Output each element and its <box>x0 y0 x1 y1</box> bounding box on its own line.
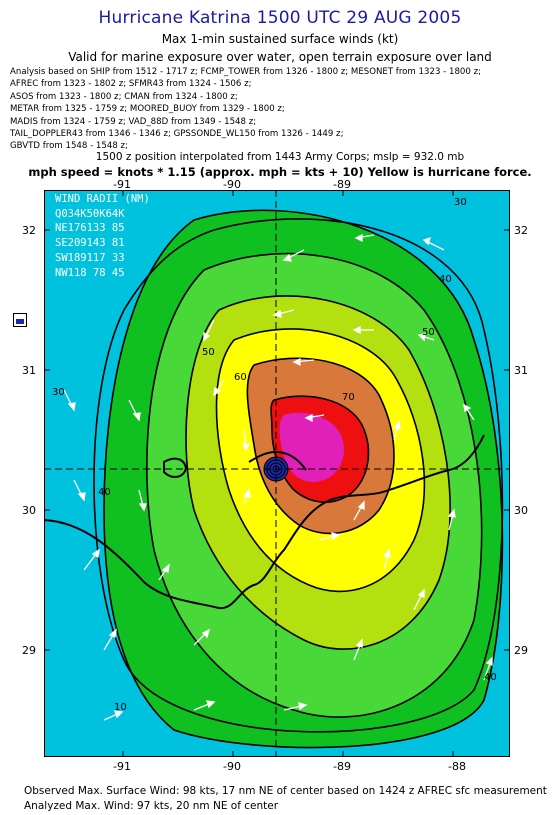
legend-toggle-icon[interactable] <box>13 313 27 327</box>
map-title: Hurricane Katrina 1500 UTC 29 AUG 2005 <box>98 8 462 28</box>
isotach-lines <box>93 209 504 749</box>
source-line: ASOS from 1323 - 1800 z; CMAN from 1324 … <box>10 91 238 102</box>
contour-label: 10 <box>114 702 127 713</box>
wind-radii-row: Q034K50K64K <box>55 207 125 220</box>
contour-label: 40 <box>98 487 111 498</box>
contour-labels: 30 40 50 60 70 50 40 30 40 10 <box>52 197 497 713</box>
lat-label-right: 29 <box>514 644 528 657</box>
lon-label-top: -89 <box>333 178 351 191</box>
contour-label: 40 <box>439 274 452 285</box>
analyzed-max-wind: Analyzed Max. Wind: 97 kts, 20 nm NE of … <box>24 800 279 812</box>
source-line: MADIS from 1324 - 1759 z; VAD_88D from 1… <box>10 116 257 127</box>
source-line: TAIL_DOPPLER43 from 1346 - 1346 z; GPSSO… <box>10 129 344 140</box>
source-line: Analysis based on SHIP from 1512 - 1717 … <box>10 67 481 77</box>
lon-label-bottom: -88 <box>448 760 466 773</box>
source-line: AFREC from 1323 - 1802 z; SFMR43 from 13… <box>10 79 252 90</box>
lon-label-top: -91 <box>113 178 131 191</box>
contour-label: 50 <box>422 327 435 338</box>
contour-label: 40 <box>484 672 497 683</box>
lon-label-top: -90 <box>223 178 241 191</box>
coastline <box>44 434 485 610</box>
source-line: METAR from 1325 - 1759 z; MOORED_BUOY fr… <box>10 104 285 115</box>
wind-band-90 <box>279 412 344 482</box>
lon-label-bottom: -91 <box>113 760 131 773</box>
wind-radii-row: SE209143 81 <box>55 237 125 250</box>
lat-label-left: 31 <box>22 364 36 377</box>
map-subtitle: Max 1-min sustained surface winds (kt) <box>161 32 399 46</box>
position-note: 1500 z position interpolated from 1443 A… <box>95 151 465 163</box>
observed-max-wind: Observed Max. Surface Wind: 98 kts, 17 n… <box>24 785 547 797</box>
wind-field-map[interactable]: 30 40 50 60 70 50 40 30 40 10 <box>44 190 510 757</box>
wind-radii-row: SW189117 33 <box>55 251 125 264</box>
contour-label: 50 <box>202 347 215 358</box>
contour-label: 60 <box>234 372 247 383</box>
lat-label-left: 29 <box>22 644 36 657</box>
data-sources: Analysis based on SHIP from 1512 - 1717 … <box>10 66 558 153</box>
wind-radii-row: NE176133 85 <box>55 222 125 235</box>
lat-label-left: 30 <box>22 504 36 517</box>
wind-radii-header: WIND RADII (NM) <box>55 193 150 205</box>
lat-label-right: 32 <box>514 224 528 237</box>
lon-label-bottom: -90 <box>223 760 241 773</box>
source-line: GBVTD from 1548 - 1548 z; <box>10 141 128 152</box>
conversion-note: mph speed = knots * 1.15 (approx. mph = … <box>28 165 532 179</box>
contour-label: 30 <box>454 197 467 208</box>
wind-radii-table: WIND RADII (NM) Q034K50K64K NE176133 85 SE2… <box>55 192 150 280</box>
contour-label: 70 <box>342 392 355 403</box>
lat-label-right: 30 <box>514 504 528 517</box>
lat-label-right: 31 <box>514 364 528 377</box>
wind-vectors <box>63 233 493 721</box>
validity-note: Valid for marine exposure over water, op… <box>68 50 492 64</box>
lon-label-bottom: -89 <box>333 760 351 773</box>
contour-label: 30 <box>52 387 65 398</box>
lat-label-left: 32 <box>22 224 36 237</box>
wind-radii-row: NW118 78 45 <box>55 266 125 279</box>
